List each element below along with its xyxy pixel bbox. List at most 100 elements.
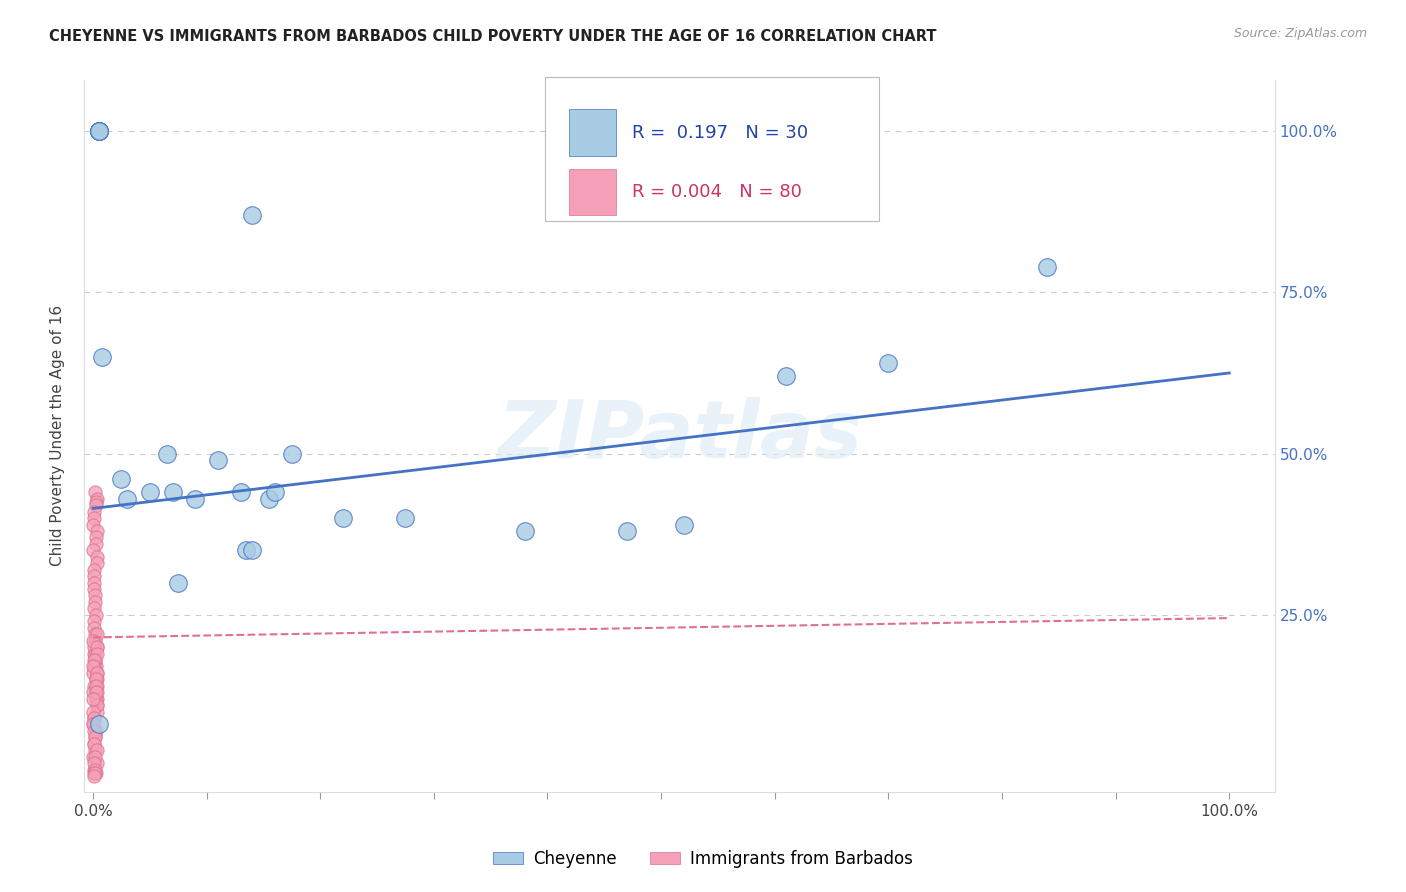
Point bbox=[86, 549, 108, 564]
Point bbox=[84, 653, 107, 667]
Point bbox=[82, 691, 104, 706]
Point bbox=[1036, 260, 1059, 274]
Point bbox=[86, 524, 108, 538]
Point bbox=[82, 717, 104, 731]
Point bbox=[82, 543, 104, 558]
Point bbox=[86, 491, 108, 506]
Point bbox=[84, 531, 107, 545]
Point bbox=[87, 124, 110, 138]
Point bbox=[82, 633, 104, 648]
Point bbox=[82, 749, 104, 764]
Text: R = 0.004   N = 80: R = 0.004 N = 80 bbox=[631, 183, 801, 201]
Point bbox=[86, 647, 108, 661]
Point bbox=[82, 665, 104, 680]
Point bbox=[83, 737, 105, 751]
Point bbox=[84, 673, 107, 687]
Point bbox=[83, 575, 105, 590]
Point bbox=[83, 723, 105, 738]
Point bbox=[672, 517, 695, 532]
Point bbox=[513, 524, 536, 538]
Point bbox=[83, 582, 105, 596]
Point bbox=[86, 698, 108, 713]
Point bbox=[86, 685, 108, 699]
Point bbox=[84, 653, 107, 667]
Point bbox=[84, 763, 107, 777]
Point bbox=[84, 607, 107, 622]
Point bbox=[84, 679, 107, 693]
Point bbox=[84, 659, 107, 673]
Point bbox=[83, 485, 105, 500]
Point bbox=[83, 765, 105, 780]
Point bbox=[86, 698, 108, 713]
Point bbox=[86, 640, 108, 654]
Point bbox=[229, 485, 252, 500]
Point bbox=[87, 124, 110, 138]
Y-axis label: Child Poverty Under the Age of 16: Child Poverty Under the Age of 16 bbox=[51, 305, 65, 566]
Point bbox=[83, 749, 105, 764]
Point bbox=[83, 601, 105, 615]
Legend: Cheyenne, Immigrants from Barbados: Cheyenne, Immigrants from Barbados bbox=[486, 844, 920, 875]
Point bbox=[86, 665, 108, 680]
Text: CHEYENNE VS IMMIGRANTS FROM BARBADOS CHILD POVERTY UNDER THE AGE OF 16 CORRELATI: CHEYENNE VS IMMIGRANTS FROM BARBADOS CHI… bbox=[49, 29, 936, 44]
Point bbox=[235, 543, 257, 558]
Point bbox=[84, 595, 107, 609]
Point bbox=[84, 743, 107, 757]
Point bbox=[86, 756, 108, 771]
Point bbox=[83, 659, 105, 673]
Point bbox=[82, 659, 104, 673]
Point bbox=[86, 691, 108, 706]
Point bbox=[84, 537, 107, 551]
Point bbox=[83, 627, 105, 641]
Point bbox=[207, 453, 229, 467]
Point bbox=[84, 723, 107, 738]
Point bbox=[332, 511, 354, 525]
Point bbox=[86, 679, 108, 693]
Point bbox=[83, 569, 105, 583]
FancyBboxPatch shape bbox=[568, 169, 616, 215]
Point bbox=[167, 575, 190, 590]
Point bbox=[86, 640, 108, 654]
Point bbox=[84, 691, 107, 706]
Point bbox=[83, 647, 105, 661]
Point bbox=[87, 124, 110, 138]
Point bbox=[162, 485, 184, 500]
Point bbox=[263, 485, 285, 500]
Point bbox=[86, 673, 108, 687]
Point bbox=[84, 731, 107, 745]
Point bbox=[110, 472, 132, 486]
Point bbox=[83, 765, 105, 780]
Point bbox=[257, 491, 280, 506]
Point bbox=[139, 485, 162, 500]
Point bbox=[83, 756, 105, 771]
Point bbox=[240, 208, 263, 222]
Point bbox=[84, 498, 107, 512]
Point bbox=[84, 647, 107, 661]
Point bbox=[281, 447, 304, 461]
Point bbox=[83, 763, 105, 777]
Point bbox=[83, 737, 105, 751]
Point bbox=[86, 665, 108, 680]
Point bbox=[83, 731, 105, 745]
Point bbox=[82, 685, 104, 699]
Point bbox=[616, 524, 638, 538]
Point bbox=[156, 447, 179, 461]
Point bbox=[83, 640, 105, 654]
Point bbox=[115, 491, 138, 506]
Point bbox=[87, 124, 110, 138]
Point bbox=[775, 369, 797, 384]
Point bbox=[86, 495, 108, 509]
FancyBboxPatch shape bbox=[544, 78, 879, 220]
Point bbox=[86, 685, 108, 699]
Point bbox=[877, 356, 900, 370]
Point bbox=[83, 511, 105, 525]
Point bbox=[87, 717, 110, 731]
Point bbox=[86, 556, 108, 570]
Text: Source: ZipAtlas.com: Source: ZipAtlas.com bbox=[1233, 27, 1367, 40]
Text: R =  0.197   N = 30: R = 0.197 N = 30 bbox=[631, 123, 808, 142]
FancyBboxPatch shape bbox=[568, 110, 616, 156]
Point bbox=[82, 705, 104, 719]
Point bbox=[83, 563, 105, 577]
Point bbox=[84, 673, 107, 687]
Point bbox=[240, 543, 263, 558]
Point bbox=[83, 653, 105, 667]
